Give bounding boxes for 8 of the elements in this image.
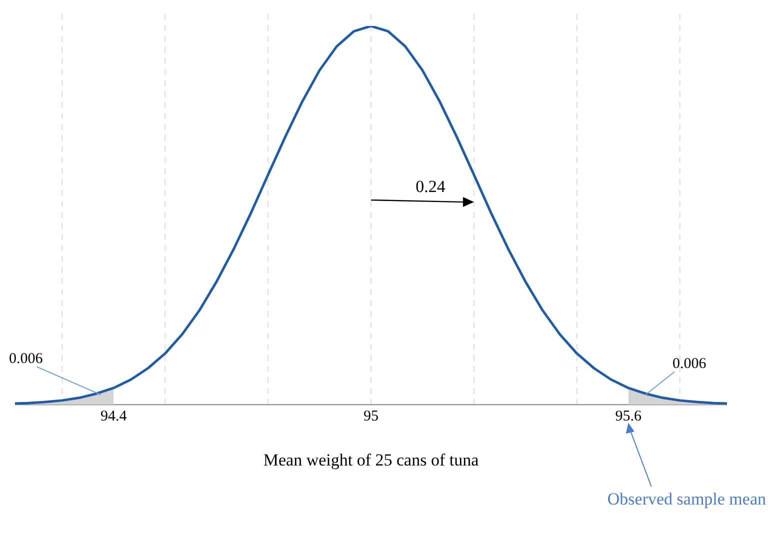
text: Observed sample mean (607, 490, 766, 509)
annotation: 0.006 (9, 351, 44, 368)
annotation: 0.006 (672, 356, 707, 372)
x-tick-label: 95.6 (615, 408, 642, 425)
x-axis-title: Mean weight of 25 cans of tuna (263, 450, 480, 470)
x-tick-label: 95 (364, 408, 378, 425)
annotation: 0.24 (416, 177, 446, 196)
x-tick-label: 94.4 (100, 408, 128, 425)
